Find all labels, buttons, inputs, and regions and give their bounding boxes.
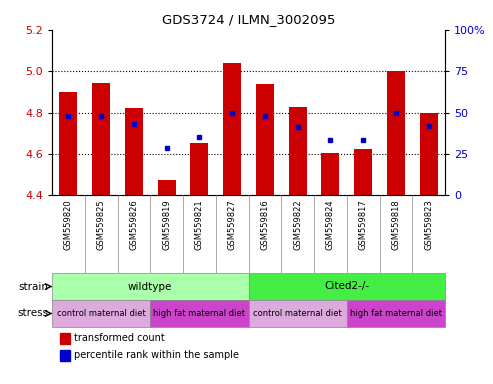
Text: high fat maternal diet: high fat maternal diet <box>350 309 442 318</box>
Text: control maternal diet: control maternal diet <box>253 309 342 318</box>
Bar <box>150 300 248 327</box>
Bar <box>387 71 405 195</box>
Bar <box>52 273 248 300</box>
Text: GSM559823: GSM559823 <box>424 199 433 250</box>
Bar <box>354 149 372 195</box>
Text: wildtype: wildtype <box>128 281 173 291</box>
Bar <box>420 113 438 195</box>
Text: percentile rank within the sample: percentile rank within the sample <box>73 350 239 360</box>
Text: GSM559824: GSM559824 <box>326 199 335 250</box>
Text: high fat maternal diet: high fat maternal diet <box>153 309 246 318</box>
Text: GSM559827: GSM559827 <box>228 199 237 250</box>
Text: GSM559820: GSM559820 <box>64 199 73 250</box>
Text: stress: stress <box>17 308 48 318</box>
Text: transformed count: transformed count <box>73 333 164 343</box>
Bar <box>321 153 339 195</box>
Bar <box>190 144 209 195</box>
Bar <box>248 300 347 327</box>
Bar <box>92 83 110 195</box>
Bar <box>60 333 70 344</box>
Bar <box>158 180 176 195</box>
Text: GSM559821: GSM559821 <box>195 199 204 250</box>
Text: GSM559816: GSM559816 <box>260 199 269 250</box>
Bar <box>52 300 150 327</box>
Bar <box>125 108 143 195</box>
Text: GSM559819: GSM559819 <box>162 199 171 250</box>
Title: GDS3724 / ILMN_3002095: GDS3724 / ILMN_3002095 <box>162 13 335 26</box>
Text: GSM559822: GSM559822 <box>293 199 302 250</box>
Text: GSM559825: GSM559825 <box>97 199 106 250</box>
Bar <box>60 350 70 361</box>
Bar <box>59 92 77 195</box>
Text: strain: strain <box>18 281 48 291</box>
Bar <box>288 108 307 195</box>
Text: GSM559818: GSM559818 <box>391 199 400 250</box>
Text: control maternal diet: control maternal diet <box>57 309 145 318</box>
Bar <box>223 63 241 195</box>
Text: Cited2-/-: Cited2-/- <box>324 281 369 291</box>
Bar <box>347 300 445 327</box>
Text: GSM559817: GSM559817 <box>358 199 368 250</box>
Bar <box>256 84 274 195</box>
Bar <box>248 273 445 300</box>
Text: GSM559826: GSM559826 <box>129 199 139 250</box>
